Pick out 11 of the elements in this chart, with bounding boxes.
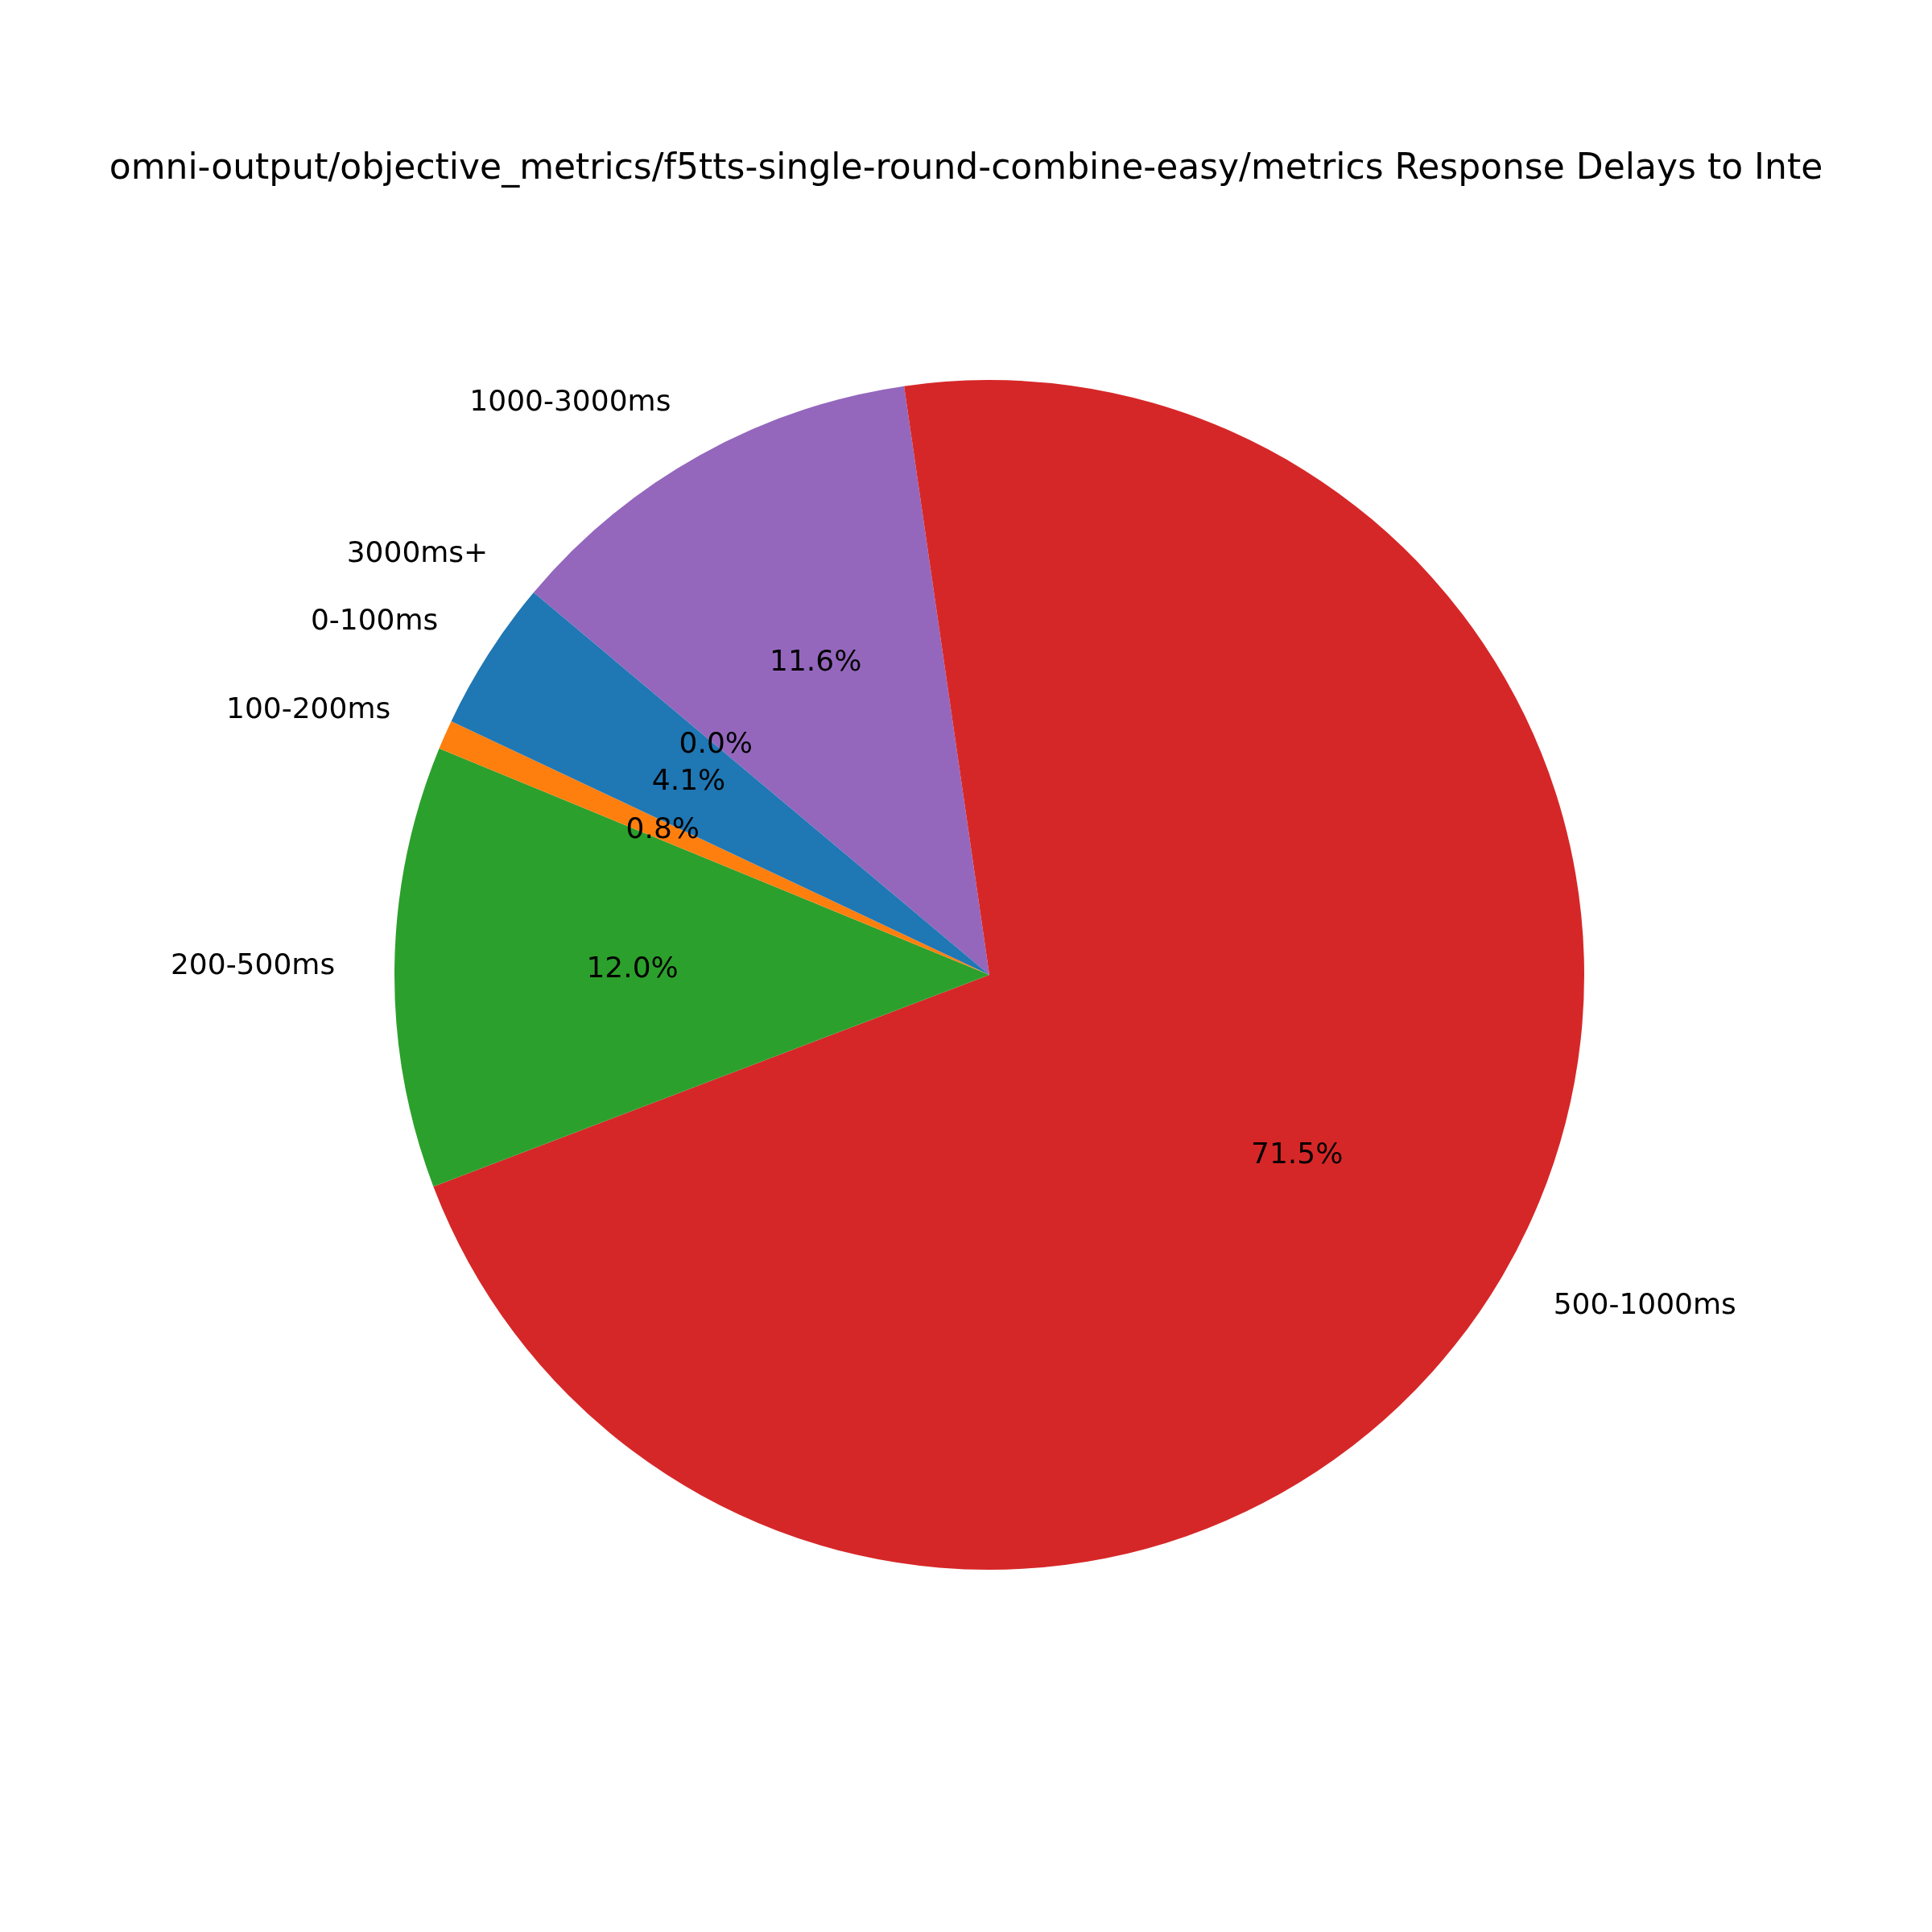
category-label: 3000ms+ <box>346 535 489 568</box>
slice-label: 1000-3000ms <box>469 384 671 418</box>
data-label: 71.5% <box>1251 1137 1344 1170</box>
slice-label: 100-200ms <box>225 691 391 725</box>
slice-label: 500-1000ms <box>1553 1287 1736 1321</box>
data-label: 11.6% <box>770 644 862 677</box>
slice-label: 0-100ms <box>310 603 439 637</box>
data-label: 12.0% <box>586 951 679 985</box>
chart-title: omni-output/objective_metrics/f5tts-single-round-combine-easy/metrics Response Delays to Inte <box>109 146 1823 188</box>
data-label: 4.1% <box>651 763 726 797</box>
slice-label: 200-500ms <box>170 947 336 980</box>
